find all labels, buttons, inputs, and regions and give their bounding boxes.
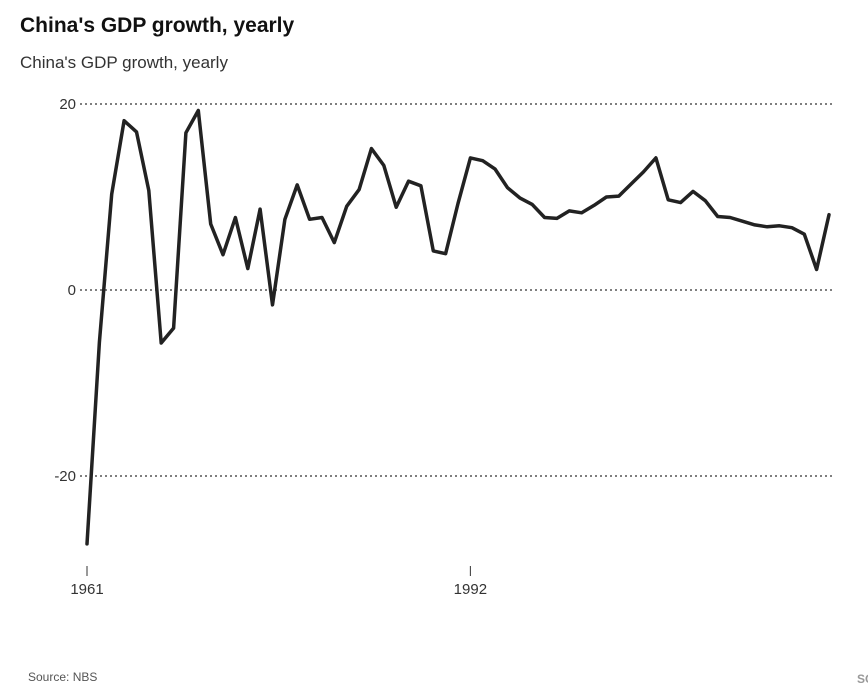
y-tick-label: -20 — [54, 468, 76, 485]
source-note: Source: NBS — [28, 670, 98, 684]
series-layer — [85, 108, 831, 546]
gridlines: 20 0 -20 — [54, 96, 833, 485]
x-tick-label: 1961 — [70, 581, 103, 598]
x-tick-label: 1992 — [454, 581, 487, 598]
credit-logo: SCMP — [857, 672, 868, 686]
y-tick-label: 0 — [68, 282, 76, 299]
x-axis: 1961 1992 — [70, 566, 487, 598]
chart-title: China's GDP growth, yearly — [20, 14, 295, 37]
gdp-growth-line — [85, 108, 831, 546]
chart-subtitle: China's GDP growth, yearly — [20, 53, 228, 72]
y-tick-label: 20 — [59, 96, 76, 113]
